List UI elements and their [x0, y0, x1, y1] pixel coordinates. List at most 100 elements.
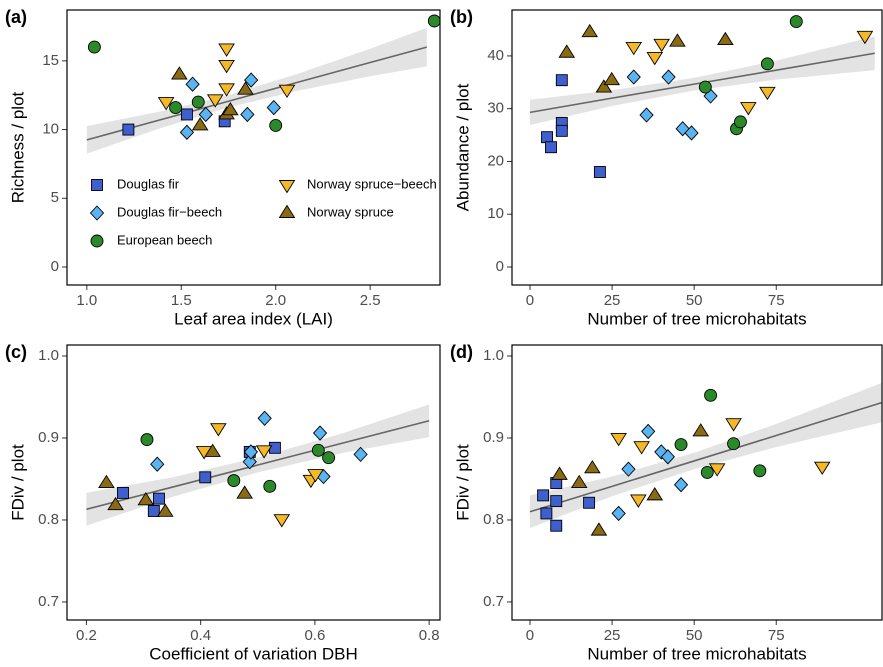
square-marker — [550, 495, 563, 508]
triangle-down-marker — [157, 97, 175, 111]
circle-marker — [700, 465, 714, 479]
triangle-up-marker — [558, 44, 576, 58]
triangle-up-marker — [156, 503, 174, 517]
triangle-down-marker — [255, 445, 273, 459]
circle-marker — [698, 80, 712, 94]
y-tick-label: 10 — [487, 205, 504, 222]
diamond-marker — [661, 69, 676, 85]
square-marker — [199, 471, 212, 484]
confidence-band — [529, 36, 875, 126]
x-axis-label: Leaf area index (LAI) — [174, 309, 333, 328]
triangle-down-marker — [278, 180, 296, 194]
panel-border — [511, 9, 883, 286]
triangle-down-marker — [210, 423, 227, 437]
square-marker — [541, 131, 553, 144]
triangle-up-marker — [595, 79, 613, 93]
triangle-down-marker — [856, 30, 874, 45]
triangle-down-marker — [725, 418, 742, 432]
plot-area — [512, 10, 882, 285]
diamond-marker — [179, 124, 195, 140]
triangle-up-marker — [137, 491, 155, 506]
circle-marker — [674, 438, 688, 451]
y-tick-label: 10 — [42, 121, 59, 138]
y-axis-label: Abundance / plot — [453, 83, 472, 211]
x-tick-label: 1.5 — [171, 292, 192, 309]
circle-marker — [789, 15, 803, 29]
y-tick-label: 0.9 — [38, 429, 59, 446]
x-tick-label: 25 — [604, 292, 621, 309]
diamond-marker — [185, 76, 200, 92]
square-marker — [545, 141, 557, 154]
triangle-up-marker — [171, 66, 188, 80]
circle-marker — [169, 101, 183, 115]
legend-label: Douglas fir−beech — [117, 204, 222, 219]
plot-area — [67, 345, 440, 620]
y-tick-label: 1.0 — [483, 347, 504, 364]
confidence-band — [529, 383, 882, 529]
triangle-up-marker — [204, 443, 221, 457]
legend-label: Norway spruce — [307, 204, 394, 219]
triangle-up-marker — [646, 487, 664, 501]
plot-area — [67, 10, 440, 285]
legend-label: European beech — [117, 232, 212, 247]
triangle-down-marker — [646, 52, 664, 66]
panel-label: (a) — [5, 7, 27, 27]
triangle-down-marker — [813, 461, 831, 476]
diamond-marker — [240, 106, 255, 123]
x-tick-label: 0 — [526, 627, 534, 644]
square-marker — [555, 124, 568, 137]
panel-background — [67, 345, 440, 620]
triangle-up-marker — [236, 485, 253, 499]
fit-line — [86, 46, 427, 141]
triangle-down-marker — [218, 60, 235, 74]
diamond-marker — [660, 449, 676, 465]
triangle-up-marker — [107, 496, 124, 511]
circle-marker — [704, 388, 718, 402]
y-tick-label: 40 — [487, 47, 504, 64]
triangle-up-marker — [581, 23, 599, 38]
x-tick-label: 75 — [768, 627, 785, 644]
diamond-marker — [243, 444, 259, 460]
square-marker — [593, 166, 606, 178]
diamond-marker — [353, 446, 368, 463]
triangle-up-marker — [570, 474, 588, 489]
triangle-down-marker — [218, 43, 235, 57]
square-marker — [180, 108, 193, 121]
circle-marker — [227, 474, 241, 488]
x-tick-label: 0.8 — [419, 627, 440, 644]
panel-border — [66, 344, 441, 621]
y-tick-label: 0.8 — [38, 511, 59, 528]
x-tick-label: 0.6 — [304, 627, 325, 644]
diamond-marker — [673, 477, 689, 493]
circle-marker — [191, 95, 205, 109]
y-axis-label: Richness / plot — [8, 91, 27, 203]
y-tick-label: 5 — [51, 189, 59, 206]
y-tick-label: 30 — [487, 100, 504, 117]
square-marker — [537, 489, 550, 502]
x-axis-label: Number of tree microhabitats — [587, 644, 806, 663]
triangle-down-marker — [273, 514, 291, 528]
square-marker — [583, 496, 596, 509]
square-marker — [555, 74, 568, 87]
y-tick-label: 15 — [42, 52, 59, 69]
plot-area — [512, 345, 882, 620]
diamond-marker — [312, 425, 328, 441]
diamond-marker — [244, 72, 259, 88]
panel-background — [512, 345, 882, 620]
triangle-up-marker — [191, 117, 209, 131]
diamond-marker — [198, 106, 213, 123]
legend-label: Douglas fir — [117, 176, 180, 191]
circle-marker — [87, 40, 101, 54]
square-marker — [268, 441, 281, 454]
triangle-up-marker — [98, 474, 115, 489]
circle-marker — [427, 14, 440, 28]
y-tick-label: 0.8 — [483, 511, 504, 528]
fit-line — [529, 52, 875, 114]
circle-marker — [269, 118, 283, 132]
panel-border — [66, 9, 441, 286]
panel-label: (c) — [5, 342, 27, 362]
square-marker — [153, 492, 165, 505]
confidence-band — [86, 27, 427, 154]
x-tick-label: 0 — [526, 292, 534, 309]
y-tick-label: 0 — [51, 258, 59, 275]
